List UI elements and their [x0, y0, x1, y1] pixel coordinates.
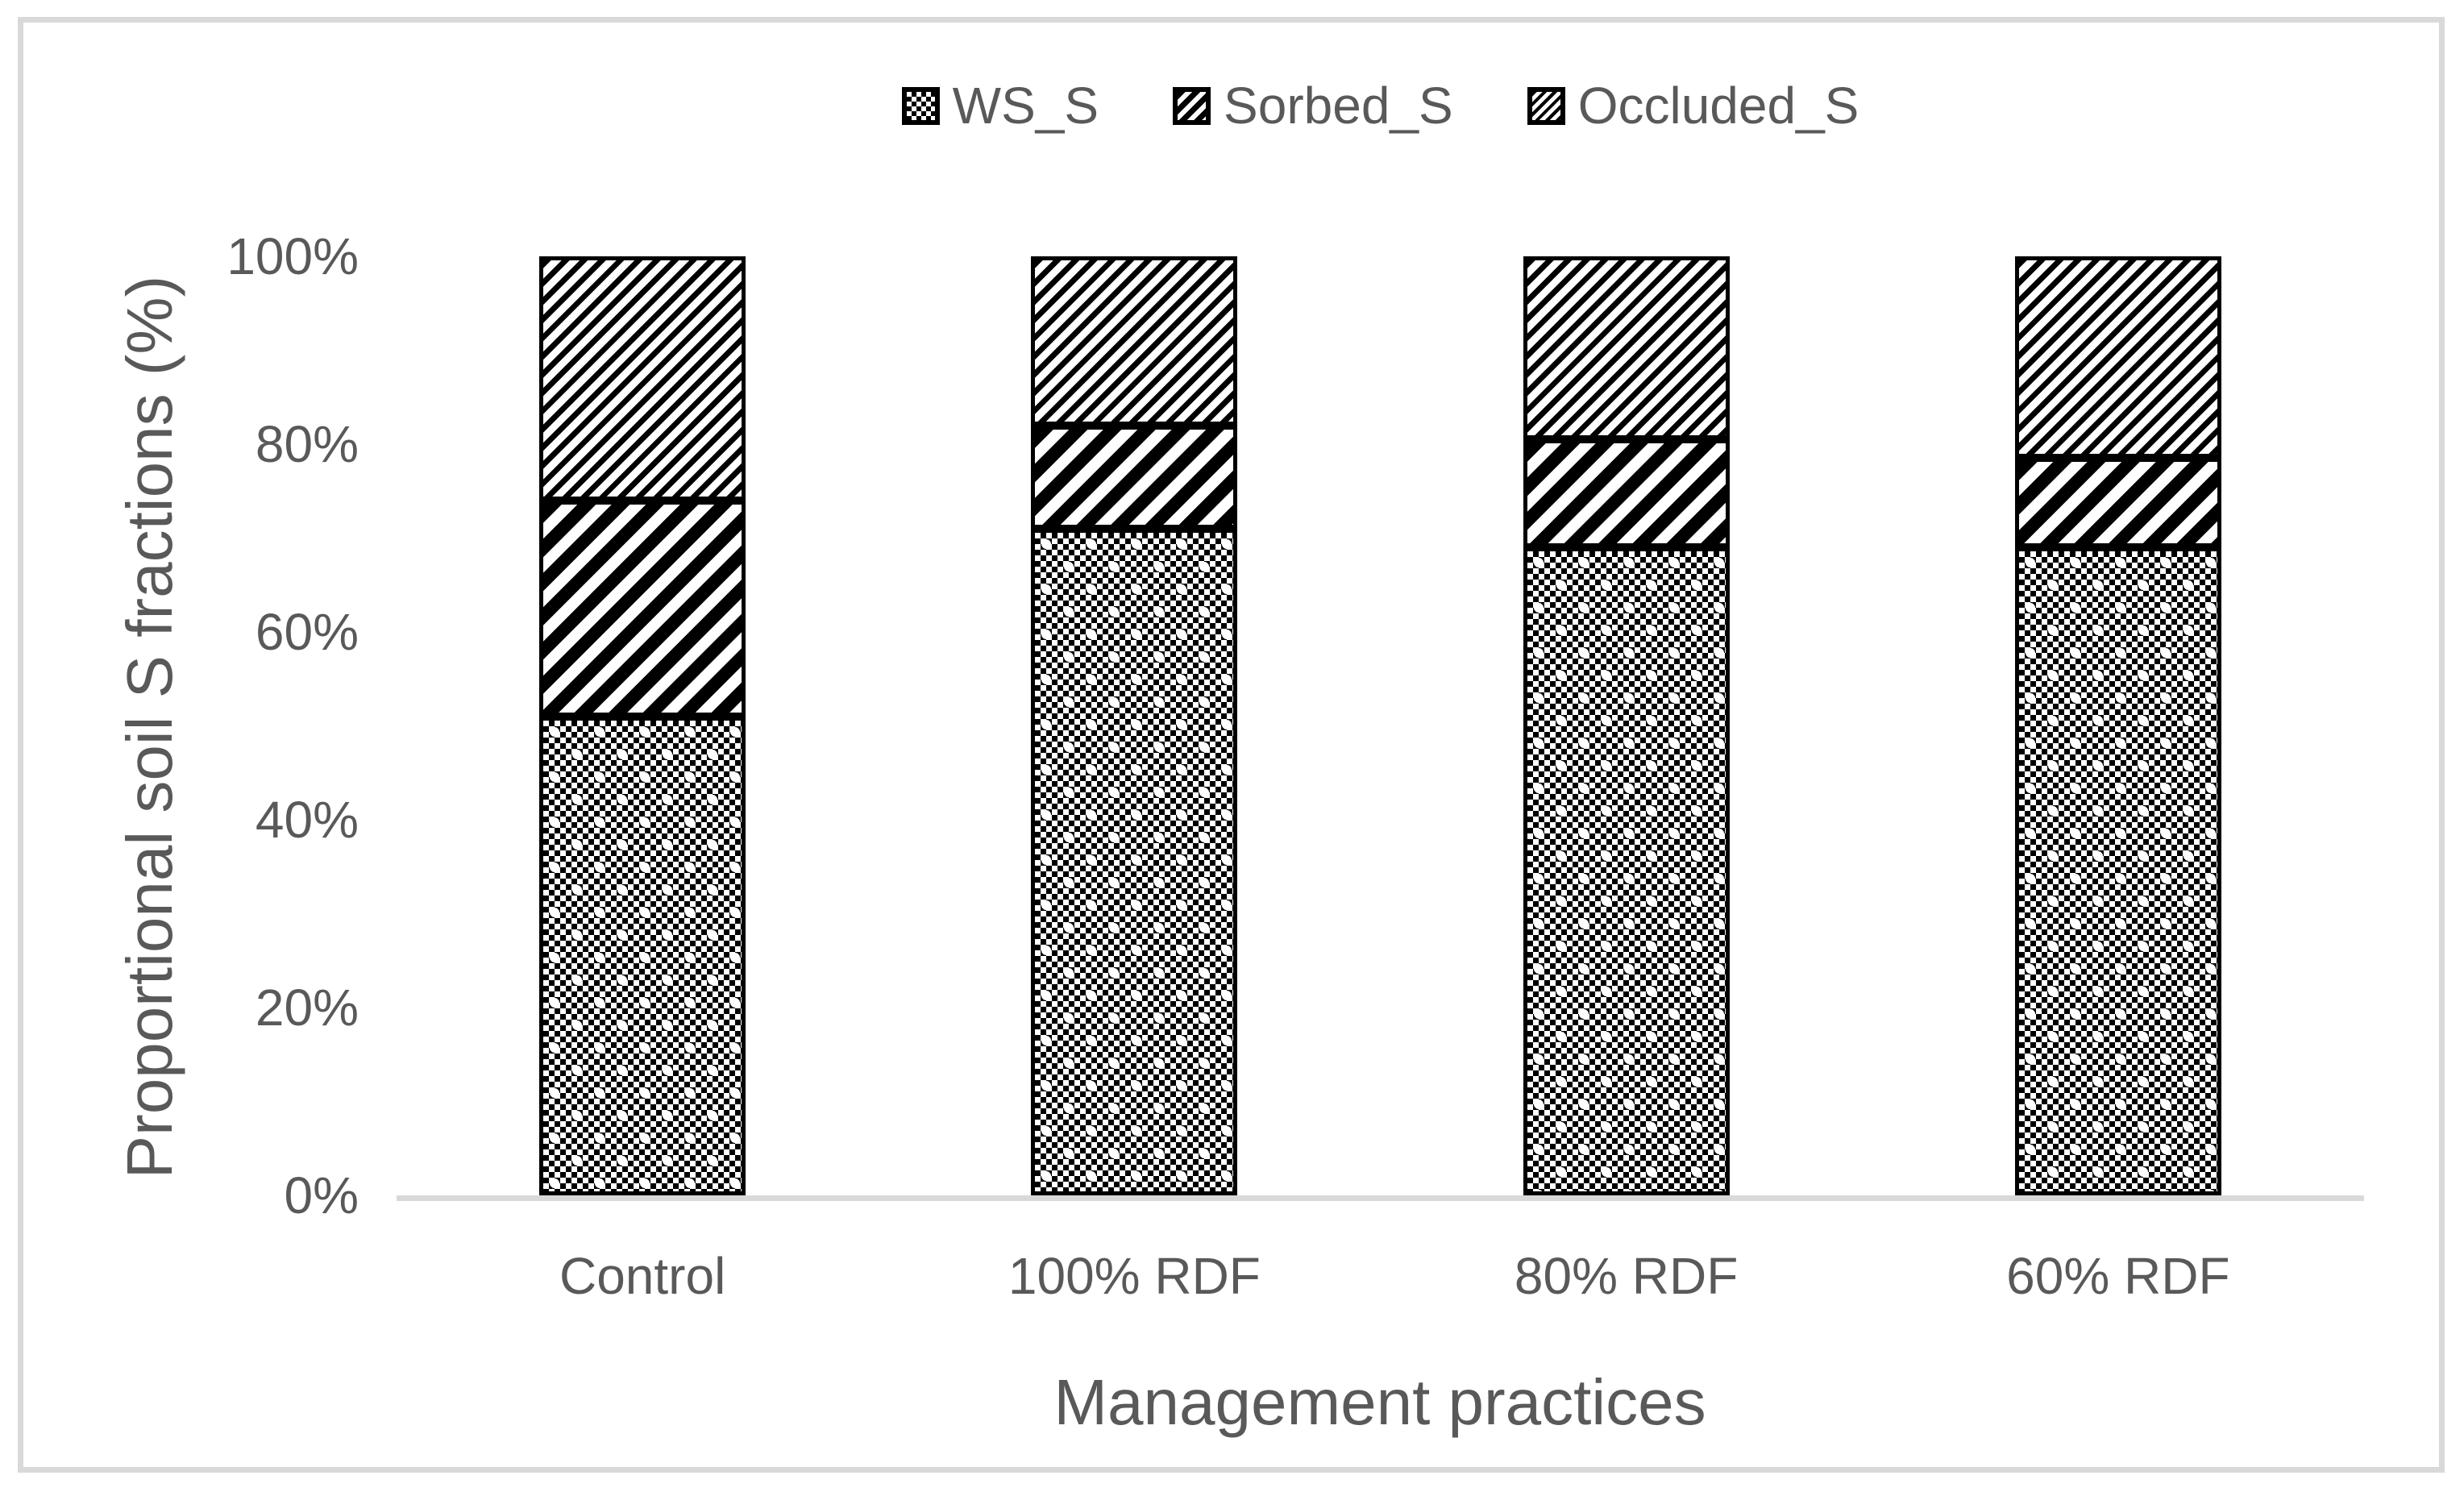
segment-sorbed-s-control [539, 500, 746, 717]
legend-swatch-sorbed-s [1173, 86, 1211, 125]
segment-occluded-s-60-rdf [2014, 256, 2221, 459]
legend-swatch-occluded-s [1527, 86, 1565, 125]
y-tick-label-20-: 20% [255, 979, 359, 1037]
x-category-label-60-rdf: 60% RDF [2006, 1247, 2230, 1305]
y-tick-label-40-: 40% [255, 791, 359, 849]
legend-item-sorbed-s: Sorbed_S [1173, 80, 1453, 131]
segment-ws-s-60-rdf [2014, 547, 2221, 1195]
bar-80-rdf [1523, 256, 1730, 1195]
segment-sorbed-s-60-rdf [2014, 458, 2221, 548]
x-category-label-100-rdf: 100% RDF [1008, 1247, 1261, 1305]
segment-ws-s-control [539, 716, 746, 1195]
y-tick-label-100-: 100% [226, 227, 359, 285]
segment-sorbed-s-100-rdf [1031, 425, 1238, 529]
segment-sorbed-s-80-rdf [1523, 439, 1730, 548]
y-tick-label-80-: 80% [255, 415, 359, 473]
legend-item-occluded-s: Occluded_S [1527, 80, 1859, 131]
bar-60-rdf [2014, 256, 2221, 1195]
bar-100-rdf [1031, 256, 1238, 1195]
y-tick-label-0-: 0% [284, 1166, 359, 1224]
segment-occluded-s-80-rdf [1523, 256, 1730, 440]
segment-occluded-s-control [539, 256, 746, 501]
segment-occluded-s-100-rdf [1031, 256, 1238, 426]
x-axis-title: Management practices [1053, 1366, 1706, 1438]
plot-area [397, 256, 2364, 1201]
x-axis-line [397, 1195, 2364, 1201]
x-category-label-80-rdf: 80% RDF [1514, 1247, 1739, 1305]
legend-label: Occluded_S [1577, 77, 1859, 135]
legend-item-ws-s: WS_S [901, 77, 1099, 135]
segment-ws-s-100-rdf [1031, 528, 1238, 1195]
legend-label: WS_S [952, 77, 1099, 135]
chart-legend: WS_S Sorbed_S Occluded_S [397, 77, 2364, 134]
chart-outer-frame [18, 17, 2445, 1473]
legend-swatch-ws-s [901, 86, 940, 125]
x-category-label-control: Control [559, 1247, 726, 1305]
legend-label: Sorbed_S [1224, 77, 1453, 135]
y-tick-label-60-: 60% [255, 603, 359, 661]
segment-ws-s-80-rdf [1523, 547, 1730, 1195]
y-axis-title: Proportional soil S fractions (%) [114, 275, 185, 1179]
bar-control [539, 256, 746, 1195]
